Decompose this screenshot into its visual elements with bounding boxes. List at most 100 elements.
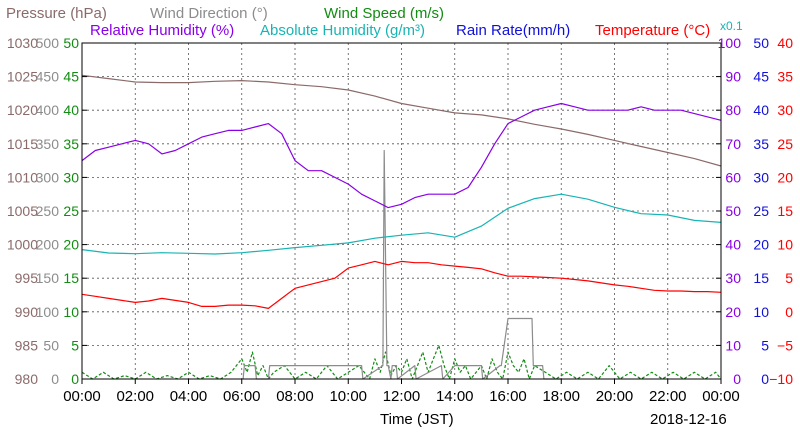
chart-date: 2018-12-16 [650, 411, 727, 428]
legend-rain-rate: Rain Rate(mm/h) [456, 22, 570, 39]
y-tick-label-wind_direction: 400 [36, 102, 60, 118]
y-tick-label-rain: 0 [761, 371, 769, 387]
y-tick-label-wind_direction: 150 [36, 270, 60, 286]
y-tick-label-wind_direction: 300 [36, 169, 60, 185]
y-tick-label-humidity: 20 [725, 304, 741, 320]
grid [82, 43, 721, 379]
y-tick-label-humidity: 30 [725, 270, 741, 286]
x-tick-label: 00:00 [702, 388, 740, 405]
y-tick-label-pressure: 1025 [7, 69, 38, 85]
y-tick-label-pressure: 980 [15, 371, 39, 387]
x-tick-label: 18:00 [542, 388, 580, 405]
y-tick-label-temperature: −10 [769, 371, 793, 387]
y-tick-label-temperature: 30 [777, 102, 793, 118]
y-tick-label-wind_direction: 50 [43, 337, 59, 353]
y-tick-label-rain: 50 [753, 35, 769, 51]
legend-relative-humidity: Relative Humidity (%) [90, 22, 234, 39]
y-tick-label-rain: 25 [753, 203, 769, 219]
legend: Pressure (hPa) Wind Direction (°) Wind S… [6, 5, 743, 39]
y-tick-label-wind_speed: 0 [71, 371, 79, 387]
y-tick-label-temperature: 0 [785, 304, 793, 320]
legend-temperature: Temperature (°C) [595, 22, 710, 39]
series-temperature-c [81, 260, 722, 309]
y-tick-label-pressure: 1020 [7, 102, 38, 118]
y-tick-label-wind_speed: 25 [63, 203, 79, 219]
y-tick-label-humidity: 40 [725, 237, 741, 253]
y-tick-label-wind_direction: 250 [36, 203, 60, 219]
x-tick-label: 06:00 [223, 388, 261, 405]
y-tick-label-humidity: 0 [733, 371, 741, 387]
y-tick-label-temperature: 10 [777, 237, 793, 253]
x-tick-label: 16:00 [489, 388, 527, 405]
y-tick-label-wind_speed: 10 [63, 304, 79, 320]
legend-wind-speed: Wind Speed (m/s) [324, 5, 444, 22]
x-tick-label: 22:00 [649, 388, 687, 405]
y-tick-label-wind_speed: 5 [71, 337, 79, 353]
y-tick-label-humidity: 100 [718, 35, 742, 51]
y-tick-label-wind_direction: 0 [51, 371, 59, 387]
y-tick-label-temperature: −5 [777, 337, 793, 353]
y-tick-label-wind_speed: 40 [63, 102, 79, 118]
y-tick-label-wind_speed: 50 [63, 35, 79, 51]
y-tick-label-rain: 30 [753, 169, 769, 185]
x-tick-label: 12:00 [383, 388, 421, 405]
y-tick-label-humidity: 10 [725, 337, 741, 353]
y-tick-label-humidity: 70 [725, 136, 741, 152]
series-wind-direction [242, 149, 562, 380]
y-tick-label-pressure: 995 [15, 270, 39, 286]
y-tick-label-temperature: 15 [777, 203, 793, 219]
series-lines [81, 74, 722, 380]
legend-pressure: Pressure (hPa) [6, 5, 107, 22]
x-axis-label: Time (JST) [380, 411, 454, 428]
y-tick-label-wind_direction: 100 [36, 304, 60, 320]
x-axis-ticks: 00:00 02:00 04:00 06:00 08:00 10:00 12:00 14:00… [63, 379, 740, 405]
y-tick-label-humidity: 80 [725, 102, 741, 118]
x-tick-label: 00:00 [63, 388, 101, 405]
y-tick-label-wind_direction: 200 [36, 237, 60, 253]
y-tick-label-pressure: 1015 [7, 136, 38, 152]
y-tick-label-wind_direction: 350 [36, 136, 60, 152]
y-tick-label-wind_speed: 15 [63, 270, 79, 286]
y-tick-label-rain: 45 [753, 69, 769, 85]
y-tick-label-wind_speed: 30 [63, 169, 79, 185]
legend-absolute-humidity-scale: x0.1 [720, 19, 743, 33]
y-tick-label-wind_direction: 450 [36, 69, 60, 85]
y-tick-label-temperature: 5 [785, 270, 793, 286]
y-tick-label-rain: 35 [753, 136, 769, 152]
y-tick-label-rain: 40 [753, 102, 769, 118]
y-tick-label-rain: 20 [753, 237, 769, 253]
y-tick-label-humidity: 50 [725, 203, 741, 219]
y-tick-label-rain: 15 [753, 270, 769, 286]
y-tick-label-pressure: 1005 [7, 203, 38, 219]
y-tick-label-rain: 10 [753, 304, 769, 320]
y-tick-label-temperature: 25 [777, 136, 793, 152]
y-tick-label-temperature: 20 [777, 169, 793, 185]
x-tick-label: 08:00 [276, 388, 314, 405]
series-absolute-humidity-g-m [81, 193, 722, 255]
y-tick-label-pressure: 985 [15, 337, 39, 353]
y-tick-label-pressure: 1010 [7, 169, 38, 185]
series-wind-speed-m-s [81, 344, 722, 380]
y-tick-label-rain: 5 [761, 337, 769, 353]
y-tick-label-temperature: 40 [777, 35, 793, 51]
x-tick-label: 10:00 [329, 388, 367, 405]
legend-wind-direction: Wind Direction (°) [150, 5, 268, 22]
x-tick-label: 04:00 [170, 388, 208, 405]
right-axes: 1009080706050403020100504540353025201510… [716, 35, 793, 387]
x-tick-label: 20:00 [596, 388, 634, 405]
y-tick-label-pressure: 990 [15, 304, 39, 320]
legend-absolute-humidity: Absolute Humidity (g/m³) [260, 22, 425, 39]
x-tick-label: 02:00 [116, 388, 154, 405]
left-axes: 1030102510201015101010051000995990985980… [7, 35, 87, 387]
series-pressure-hpa [81, 74, 722, 167]
y-tick-label-wind_speed: 35 [63, 136, 79, 152]
y-tick-label-pressure: 1000 [7, 237, 38, 253]
y-tick-label-wind_speed: 20 [63, 237, 79, 253]
y-tick-label-wind_direction: 500 [36, 35, 60, 51]
y-tick-label-humidity: 90 [725, 69, 741, 85]
series-relative-humidity [81, 102, 722, 209]
y-tick-label-wind_speed: 45 [63, 69, 79, 85]
y-tick-label-temperature: 35 [777, 69, 793, 85]
y-tick-label-humidity: 60 [725, 169, 741, 185]
